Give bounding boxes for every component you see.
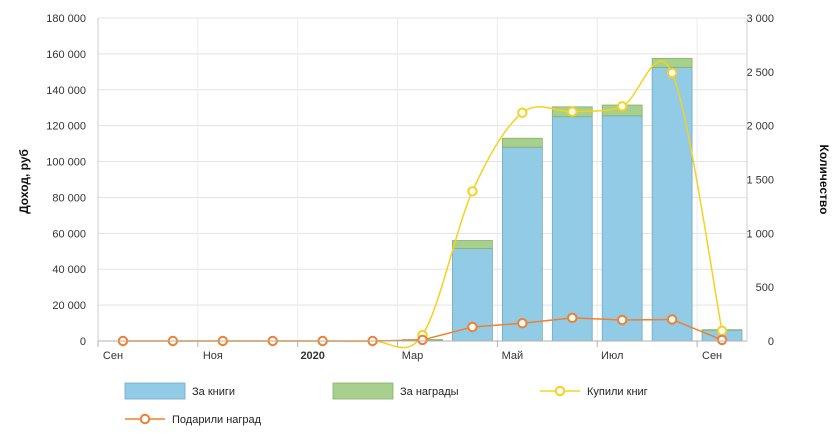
point-bought-books <box>467 186 478 197</box>
y-right-tick-label: 500 <box>756 282 774 294</box>
point-gifted-awards <box>616 314 628 326</box>
bar-books <box>601 115 643 342</box>
y-left-tick-label: 60 000 <box>52 228 86 240</box>
x-tick-label: Сен <box>103 350 123 362</box>
legend-label: За книги <box>192 386 235 398</box>
point-gifted-awards <box>517 318 528 329</box>
y-right-tick-label: 1 000 <box>746 228 774 240</box>
y-left-axis-title: Доход, руб <box>17 149 31 214</box>
point-bought-books <box>517 107 528 118</box>
bar-books <box>551 116 593 342</box>
legend-item[interactable]: За награды <box>332 382 459 400</box>
x-tick-label: Май <box>502 350 524 362</box>
point-gifted-awards <box>567 312 578 324</box>
y-left-tick-label: 40 000 <box>52 264 86 276</box>
legend[interactable]: За книги За награды Купили книг Подарили на… <box>124 382 648 426</box>
point-gifted-awards <box>467 321 478 333</box>
legend-label: Подарили наград <box>172 414 262 426</box>
axes: 0 20 000 40 000 60 000 80 000 100 000 120 000 1… <box>17 13 831 362</box>
bar-books <box>651 66 693 342</box>
legend-swatch-awards <box>332 382 394 400</box>
x-tick-label: Ноя <box>203 350 223 362</box>
y-left-tick-label: 0 <box>80 336 86 348</box>
bars <box>402 57 743 342</box>
legend-item[interactable]: Купили книг <box>540 385 648 398</box>
legend-item[interactable]: За книги <box>124 382 235 400</box>
point-bought-books <box>567 106 578 117</box>
y-left-tick-label: 160 000 <box>46 49 86 61</box>
point-gifted-awards <box>666 314 678 325</box>
y-left-tick-label: 120 000 <box>46 121 86 133</box>
y-left-tick-label: 80 000 <box>52 192 86 204</box>
y-left-tick-label: 180 000 <box>46 13 86 25</box>
bar-awards <box>452 240 493 249</box>
y-right-tick-label: 0 <box>768 336 774 348</box>
legend-item[interactable]: Подарили наград <box>125 413 262 426</box>
legend-label: За награды <box>400 386 459 398</box>
x-tick-label: Июл <box>601 350 623 362</box>
bar-awards <box>651 57 693 68</box>
y-left-tick-label: 140 000 <box>46 85 86 97</box>
x-tick-label: 2020 <box>300 350 324 362</box>
legend-marker-swatch <box>139 413 151 425</box>
y-right-tick-label: 2 500 <box>746 67 774 79</box>
point-gifted-awards <box>417 334 428 346</box>
y-right-axis-title: Количество <box>817 145 831 215</box>
x-tick-label: Сен <box>702 350 722 362</box>
y-left-tick-label: 20 000 <box>52 300 86 312</box>
grid <box>97 17 747 342</box>
point-bought-books <box>666 67 678 79</box>
y-right-tick-label: 2 000 <box>746 121 774 133</box>
y-right-tick-label: 3 000 <box>746 13 774 25</box>
bar-books <box>501 146 543 342</box>
point-bought-books <box>716 325 728 336</box>
legend-swatch-books <box>124 382 186 400</box>
point-gifted-awards <box>716 334 728 346</box>
point-bought-books <box>616 101 628 112</box>
legend-marker-swatch <box>554 385 566 397</box>
legend-label: Купили книг <box>587 386 648 398</box>
x-tick-label: Мар <box>402 350 424 362</box>
bar-awards <box>501 137 543 148</box>
y-right-tick-label: 1 500 <box>746 175 774 187</box>
y-left-tick-label: 100 000 <box>46 157 86 169</box>
